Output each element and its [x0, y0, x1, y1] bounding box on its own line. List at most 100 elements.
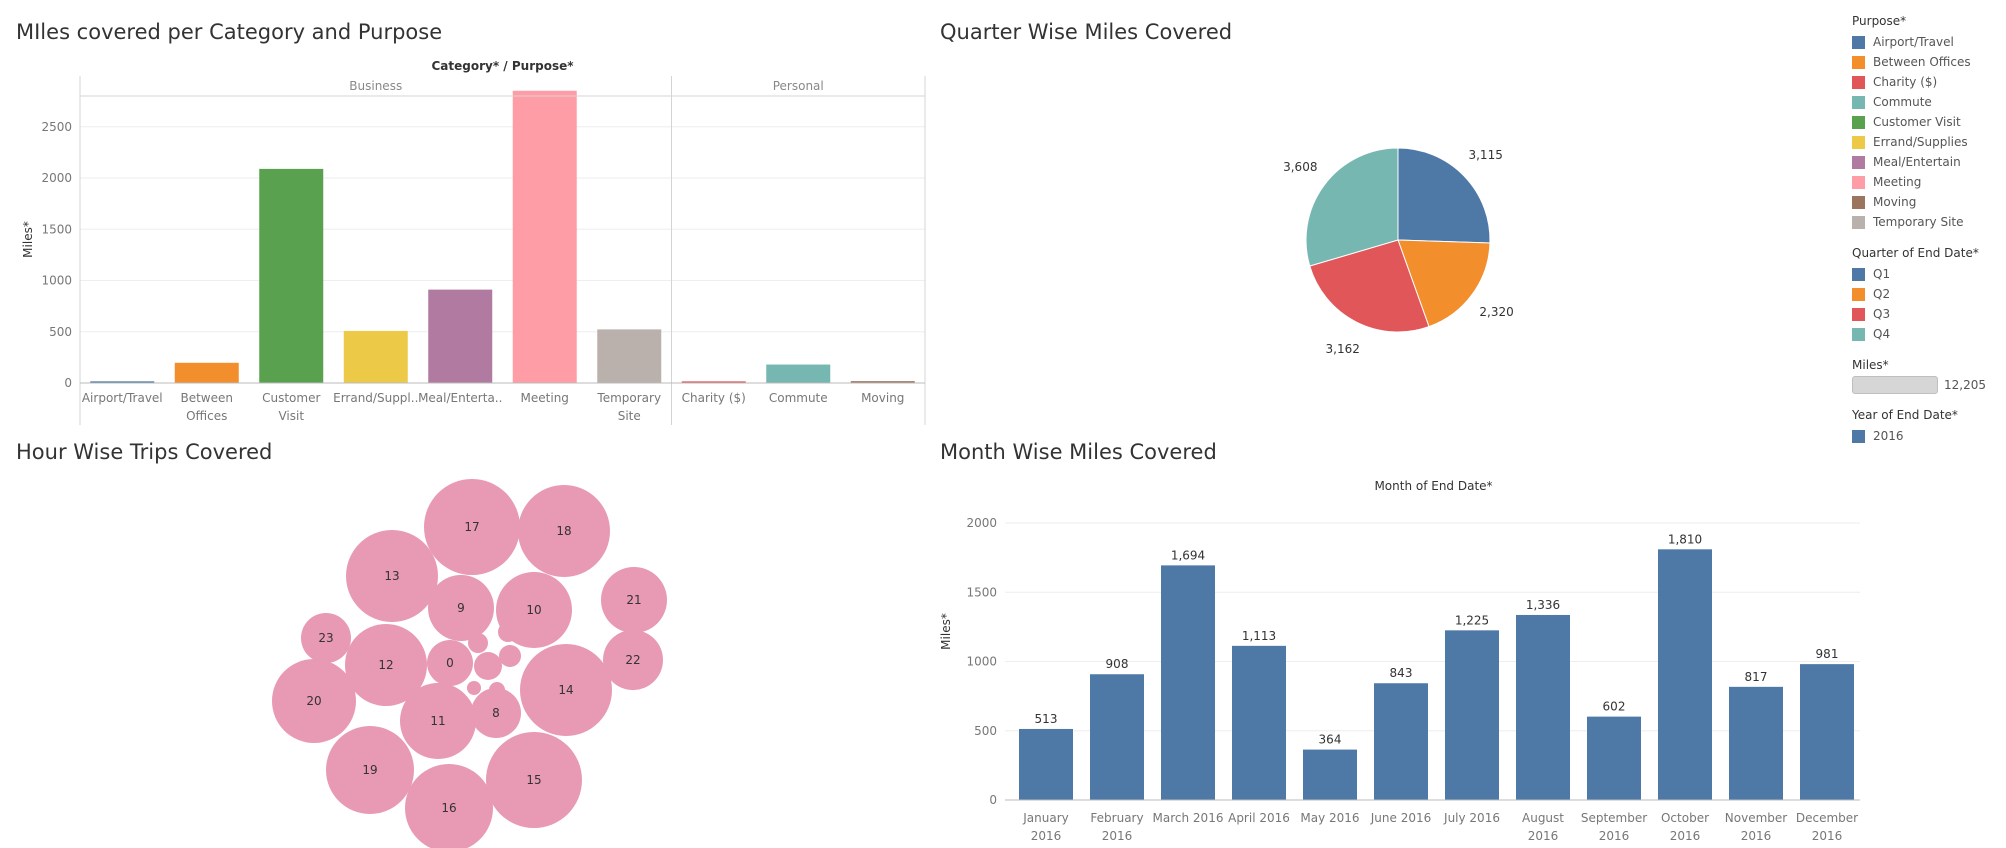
legend-label: Charity ($): [1873, 75, 1938, 89]
group-header: Personal: [773, 79, 824, 93]
legend-swatch: [1852, 55, 1865, 69]
legend-label: Q3: [1873, 307, 1891, 321]
legend-swatch: [1852, 267, 1865, 281]
bar: [343, 330, 408, 383]
bar: [1232, 645, 1286, 800]
y-tick-label: 1000: [41, 274, 72, 288]
x-tick-label: 2016: [1031, 829, 1062, 843]
purpose-legend-item[interactable]: Customer Visit: [1852, 112, 2002, 132]
hour-bubble-chart: 17 18 13 9 10 21 23 12 0 22 14 20 11 8 19 15 16: [272, 479, 667, 848]
x-tick-label: Temporary: [596, 391, 661, 405]
x-tick-label: January: [1022, 811, 1069, 825]
pie-slice-label: 3,115: [1468, 148, 1502, 162]
bar-value-label: 908: [1106, 657, 1129, 671]
x-tick-label: Airport/Travel: [82, 391, 163, 405]
pie-slice-label: 2,320: [1479, 305, 1513, 319]
purpose-legend: Purpose* Airport/Travel Between Offices Ch…: [1852, 14, 2002, 232]
hour-bubble-label: 18: [556, 524, 571, 538]
purpose-legend-item[interactable]: Charity ($): [1852, 72, 2002, 92]
bar: [259, 168, 324, 383]
hour-bubble-label: 10: [526, 603, 541, 617]
y-tick-label: 0: [64, 376, 72, 390]
legend-label: Moving: [1873, 195, 1917, 209]
hour-bubble: [346, 530, 438, 622]
bar: [512, 90, 577, 384]
y-tick-label: 500: [974, 724, 997, 738]
pie-slice: [1397, 239, 1491, 328]
bar: [90, 381, 155, 383]
hour-bubble-label: 17: [464, 520, 479, 534]
hour-bubble: [427, 640, 473, 686]
x-tick-label: September: [1581, 811, 1647, 825]
pie-slice: [1309, 239, 1430, 333]
chart-header: Month of End Date*: [1374, 479, 1492, 493]
bar: [1729, 686, 1783, 800]
bar-value-label: 1,225: [1455, 613, 1489, 627]
purpose-legend-item[interactable]: Temporary Site: [1852, 212, 2002, 232]
bar-value-label: 1,810: [1668, 532, 1702, 546]
hour-bubble: [301, 613, 351, 663]
x-tick-label: December: [1796, 811, 1858, 825]
hour-bubble: [520, 644, 612, 736]
miles-legend-title: Miles*: [1852, 358, 1889, 372]
purpose-legend-item[interactable]: Airport/Travel: [1852, 32, 2002, 52]
x-tick-label: March 2016: [1153, 811, 1224, 825]
bar: [681, 381, 746, 383]
hour-bubble-label: 15: [526, 773, 541, 787]
hour-bubble: [486, 732, 582, 828]
hour-bubble: [326, 726, 414, 814]
quarter-legend-item[interactable]: Q4: [1852, 324, 2002, 344]
bar-value-label: 1,113: [1242, 629, 1276, 643]
miles-total-value: 12,205: [1944, 378, 1986, 392]
quarter-legend-item[interactable]: Q3: [1852, 304, 2002, 324]
bar: [1516, 614, 1570, 800]
purpose-legend-item[interactable]: Meeting: [1852, 172, 2002, 192]
purpose-legend-item[interactable]: Errand/Supplies: [1852, 132, 2002, 152]
miles-legend: Miles* 12,205: [1852, 358, 2002, 394]
legend-swatch: [1852, 195, 1865, 209]
legend-swatch: [1852, 135, 1865, 149]
x-tick-label: August: [1522, 811, 1564, 825]
hour-bubble-label: 8: [492, 706, 500, 720]
hour-bubble: [405, 764, 493, 848]
hour-bubble-label: 0: [446, 656, 454, 670]
purpose-legend-item[interactable]: Between Offices: [1852, 52, 2002, 72]
x-tick-label: Errand/Suppl..: [333, 391, 418, 405]
bar-value-label: 1,694: [1171, 548, 1205, 562]
x-tick-label: June 2016: [1370, 811, 1432, 825]
legend-label: Temporary Site: [1873, 215, 1964, 229]
x-tick-label: Meal/Enterta..: [418, 391, 502, 405]
x-tick-label: April 2016: [1228, 811, 1290, 825]
hour-bubble: [272, 659, 356, 743]
legend-swatch: [1852, 215, 1865, 229]
hour-bubble: [345, 624, 427, 706]
hour-bubble: [498, 622, 518, 642]
bar: [1800, 664, 1854, 800]
year-legend-item[interactable]: 2016: [1852, 426, 2002, 446]
bar: [1445, 630, 1499, 800]
hour-bubble: [424, 479, 520, 575]
panel-title-hour: Hour Wise Trips Covered: [16, 440, 273, 464]
bar: [597, 329, 662, 383]
quarter-pie-chart: 3,115 2,320 3,162 3,608: [1283, 147, 1514, 356]
legend-label: Q2: [1873, 287, 1891, 301]
legend-swatch: [1852, 155, 1865, 169]
bar-value-label: 513: [1035, 712, 1058, 726]
purpose-legend-item[interactable]: Meal/Entertain: [1852, 152, 2002, 172]
pie-slice: [1305, 147, 1399, 267]
quarter-legend-item[interactable]: Q2: [1852, 284, 2002, 304]
legend-swatch: [1852, 35, 1865, 49]
legend-label: 2016: [1873, 429, 1904, 443]
x-tick-label: July 2016: [1443, 811, 1500, 825]
bar: [1019, 728, 1073, 800]
purpose-legend-item[interactable]: Moving: [1852, 192, 2002, 212]
hour-bubble: [478, 607, 492, 621]
x-tick-label: Between: [180, 391, 233, 405]
panel-title-quarter: Quarter Wise Miles Covered: [940, 20, 1233, 44]
quarter-legend-item[interactable]: Q1: [1852, 264, 2002, 284]
hour-bubble-label: 12: [378, 658, 393, 672]
legend-swatch: [1852, 327, 1865, 341]
purpose-legend-item[interactable]: Commute: [1852, 92, 2002, 112]
bar: [1587, 716, 1641, 800]
x-tick-label: Charity ($): [682, 391, 746, 405]
